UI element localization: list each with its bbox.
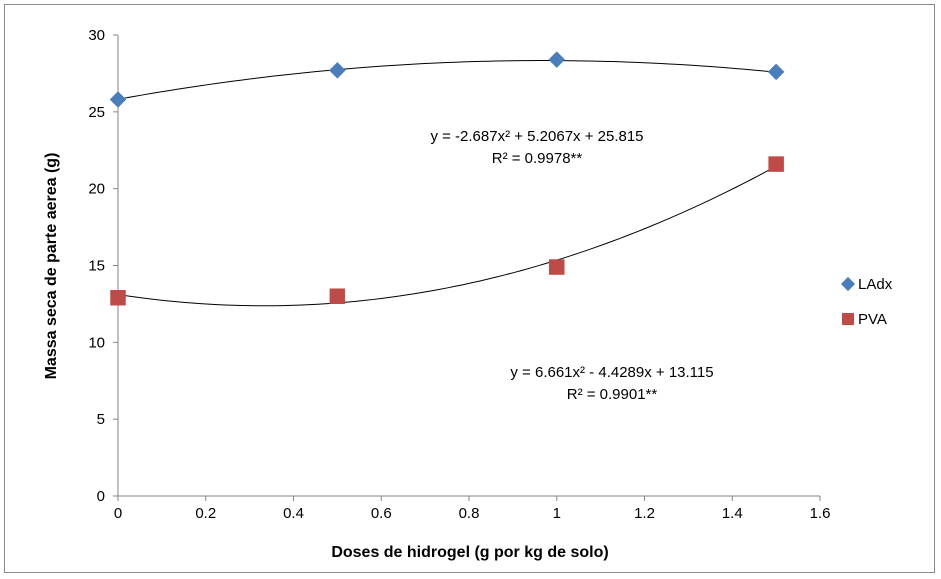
x-tick-label: 0.6 xyxy=(371,505,392,522)
y-tick-label: 30 xyxy=(88,27,105,44)
y-tick-label: 5 xyxy=(97,411,105,428)
ladx-point xyxy=(548,51,566,68)
x-tick-label: 1 xyxy=(553,505,561,522)
pva-point xyxy=(768,156,784,172)
y-tick-label: 25 xyxy=(88,104,105,121)
x-tick-label: 1.6 xyxy=(810,505,831,522)
axes: 0 5 10 15 20 25 30 0 0.2 0.4 0.6 0.8 1 1.2 1.4 1.6 xyxy=(88,27,830,522)
ladx-equation: y = -2.687x² + 5.2067x + 25.815 xyxy=(430,128,643,145)
x-tick-label: 0.8 xyxy=(459,505,480,522)
data-points xyxy=(109,51,785,306)
y-tick-label: 0 xyxy=(97,488,105,505)
legend: LAdx PVA xyxy=(840,276,893,328)
pva-equation: y = 6.661x² - 4.4289x + 13.115 xyxy=(510,364,713,381)
ladx-point xyxy=(767,63,785,81)
x-axis-title: Doses de hidrogel (g por kg de solo) xyxy=(331,544,608,561)
legend-ladx-label: LAdx xyxy=(858,276,893,293)
ladx-trendline xyxy=(117,60,777,100)
legend-pva-label: PVA xyxy=(858,311,887,328)
y-tick-label: 10 xyxy=(88,334,105,351)
ladx-r2: R² = 0.9978** xyxy=(492,150,583,167)
pva-r2: R² = 0.9901** xyxy=(567,386,658,403)
y-tick-label: 15 xyxy=(88,258,105,275)
legend-pva-marker xyxy=(842,313,854,325)
y-tick-label: 20 xyxy=(88,181,105,198)
ladx-point xyxy=(109,91,127,108)
x-tick-label: 1.4 xyxy=(722,505,743,522)
x-tick-label: 1.2 xyxy=(634,505,655,522)
legend-ladx-marker xyxy=(840,276,856,292)
legend-item-pva: PVA xyxy=(842,311,887,328)
pva-trendline xyxy=(117,165,777,307)
trendlines xyxy=(117,60,777,307)
pva-point xyxy=(549,259,565,275)
x-tick-label: 0.2 xyxy=(195,505,216,522)
x-tick-label: 0 xyxy=(114,505,122,522)
chart-frame xyxy=(4,4,935,573)
ladx-point xyxy=(329,61,346,79)
y-axis-title: Massa seca de parte aerea (g) xyxy=(43,153,60,380)
legend-item-ladx: LAdx xyxy=(840,276,893,293)
x-tick-label: 0.4 xyxy=(283,505,304,522)
pva-point xyxy=(329,288,346,304)
pva-point xyxy=(110,290,126,306)
